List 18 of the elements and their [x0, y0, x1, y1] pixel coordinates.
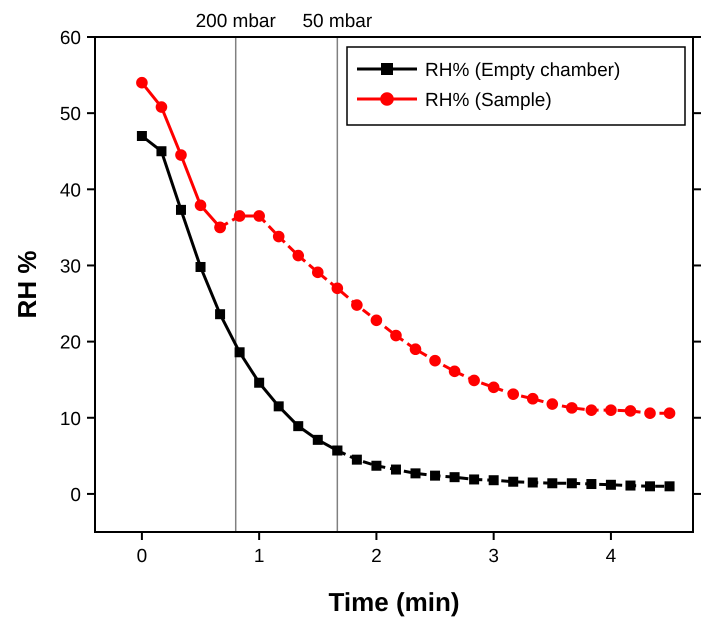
y-axis-title: RH %	[12, 250, 42, 318]
y-tick-label: 30	[60, 256, 81, 278]
y-tick-label: 40	[60, 180, 81, 202]
y-tick-label: 60	[60, 28, 81, 49]
y-tick-label: 0	[70, 484, 81, 506]
x-tick-label: 4	[606, 546, 617, 567]
y-tick-label: 50	[60, 104, 81, 126]
x-tick-label: 0	[136, 546, 148, 567]
legend-label: RH% (Sample)	[425, 90, 552, 111]
x-tick-label: 3	[488, 546, 499, 567]
x-tick-label: 1	[254, 546, 264, 567]
y-tick-label: 10	[60, 408, 81, 430]
ref-line-label: 50 mbar	[302, 11, 373, 32]
ref-line-label: 200 mbar	[196, 11, 277, 32]
x-axis-title: Time (min)	[328, 587, 460, 617]
legend-label: RH% (Empty chamber)	[425, 60, 620, 81]
y-tick-label: 20	[60, 332, 81, 354]
x-tick-label: 2	[371, 546, 382, 567]
